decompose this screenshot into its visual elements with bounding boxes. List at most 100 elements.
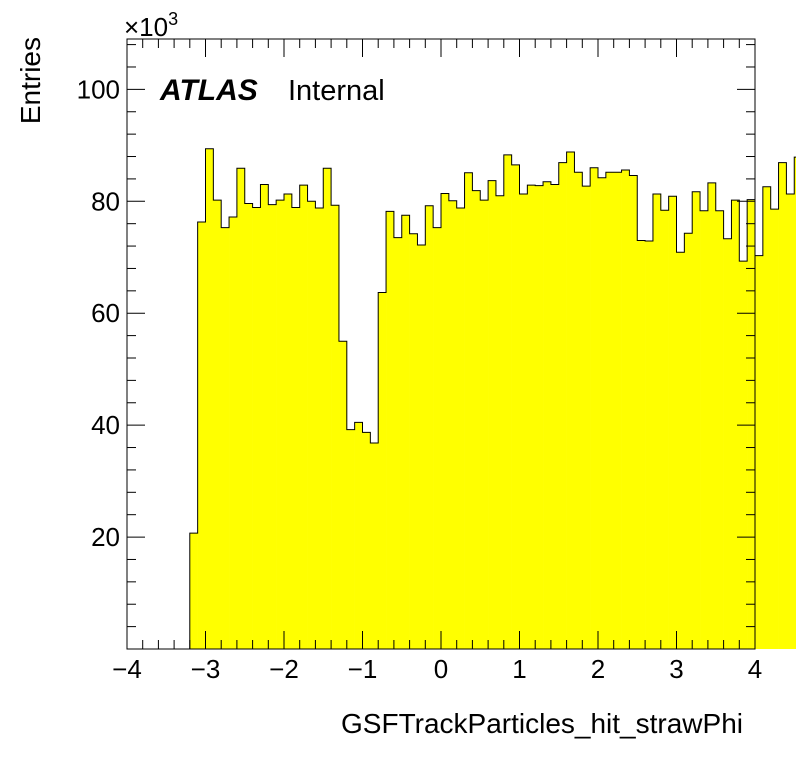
- histogram-bar: [715, 210, 724, 649]
- histogram-bar: [503, 154, 512, 649]
- histogram-bar: [778, 162, 787, 649]
- histogram-bar: [495, 195, 505, 649]
- histogram-bar: [692, 191, 701, 649]
- histogram-bar: [755, 255, 764, 649]
- histogram-bar: [723, 238, 732, 649]
- histogram-bar: [370, 443, 379, 649]
- histogram-bar: [464, 172, 473, 649]
- histogram-bar: [386, 211, 395, 649]
- histogram-bar: [197, 222, 206, 649]
- histogram-bar: [456, 208, 465, 650]
- histogram-bar: [731, 200, 740, 649]
- histogram-bar: [205, 148, 214, 649]
- histogram-bar: [229, 216, 238, 649]
- histogram-bar: [299, 185, 308, 650]
- histogram-bar: [794, 157, 796, 649]
- histogram-bar: [590, 167, 599, 650]
- internal-label: Internal: [288, 75, 385, 107]
- x-tick-label: 4: [748, 654, 762, 684]
- histogram-bar: [441, 193, 450, 649]
- histogram-bar: [676, 252, 685, 649]
- histogram-bar: [739, 261, 748, 649]
- y-tick-label: 20: [91, 522, 120, 552]
- histogram-bar: [409, 233, 418, 649]
- x-tick-label: 2: [591, 654, 605, 684]
- histogram-bar: [605, 172, 614, 649]
- histogram-bar: [543, 181, 552, 649]
- histogram-bar: [645, 241, 654, 649]
- histogram-bar: [747, 199, 756, 649]
- histogram-bar: [189, 533, 198, 649]
- x-tick-label: 1: [512, 654, 526, 684]
- histogram-bar: [637, 240, 646, 649]
- histogram-bar: [535, 185, 544, 650]
- histogram-bar: [448, 200, 457, 649]
- histogram-bar: [660, 210, 669, 649]
- histogram-bar: [213, 200, 222, 649]
- x-tick-label: 3: [669, 654, 683, 684]
- histogram-bar: [433, 227, 442, 650]
- histogram-bar: [236, 168, 246, 650]
- histogram-bar: [268, 204, 277, 650]
- histogram-bar: [291, 207, 300, 650]
- histogram-bar: [480, 200, 489, 649]
- histogram-bar: [770, 209, 779, 650]
- histogram-bar: [786, 194, 795, 649]
- histogram-bar: [393, 237, 403, 649]
- axis-ticks: [126, 39, 756, 649]
- histogram-bar: [566, 152, 575, 649]
- x-axis-label: GSFTrackParticles_hit_strawPhi: [341, 708, 743, 739]
- histogram-bar: [354, 422, 363, 649]
- y-tick-label: 40: [91, 410, 120, 440]
- histogram-bar: [582, 186, 591, 650]
- histogram-bar: [613, 172, 622, 649]
- histogram-bar: [707, 182, 717, 649]
- histogram-bar: [284, 194, 293, 649]
- histogram-bar: [425, 205, 434, 650]
- histogram-bar: [621, 169, 630, 649]
- histogram-bar: [260, 184, 269, 650]
- histogram-bar: [684, 233, 693, 649]
- histogram-bar: [527, 185, 536, 650]
- y-tick-label: 80: [91, 186, 120, 216]
- histogram-bar: [323, 168, 332, 650]
- histogram-bar: [558, 162, 567, 649]
- histogram-bar: [762, 186, 771, 650]
- histogram-bar: [307, 201, 316, 649]
- y-tick-label: 60: [91, 298, 120, 328]
- atlas-label: ATLAS: [159, 74, 258, 107]
- histogram-bar: [378, 292, 387, 649]
- histogram-bar: [244, 203, 253, 649]
- histogram-bar: [221, 227, 230, 650]
- tick-labels: −4 −3 −2 −1 0 1 2 3 4 20 40 60 80 100: [77, 74, 763, 684]
- histogram-bar: [472, 190, 481, 649]
- y-tick-label: 100: [77, 74, 120, 104]
- histogram-bar: [315, 208, 324, 650]
- x-tick-label: −3: [191, 654, 221, 684]
- histogram-bar: [629, 175, 638, 649]
- x-tick-label: −2: [269, 654, 299, 684]
- histogram-bar: [550, 184, 560, 650]
- histogram-bars: [189, 148, 796, 650]
- histogram-bar: [276, 200, 285, 649]
- x-tick-label: −4: [112, 654, 142, 684]
- histogram-bar: [488, 180, 497, 649]
- y-axis-label: Entries: [15, 37, 46, 124]
- histogram-bar: [668, 196, 677, 649]
- histogram-bar: [338, 341, 348, 649]
- histogram-bar: [417, 244, 426, 650]
- histogram-bar: [362, 432, 371, 649]
- x-tick-label: −1: [348, 654, 378, 684]
- histogram-bar: [511, 164, 520, 650]
- histogram-bar: [401, 215, 410, 649]
- histogram-bar: [331, 205, 340, 650]
- histogram-bar: [652, 194, 662, 649]
- y-multiplier: ×103: [124, 9, 178, 42]
- histogram-bar: [519, 194, 528, 649]
- histogram-bar: [598, 177, 607, 649]
- x-tick-label: 0: [434, 654, 448, 684]
- histogram-bar: [346, 429, 355, 649]
- histogram-bar: [574, 172, 583, 649]
- histogram-bar: [700, 210, 709, 649]
